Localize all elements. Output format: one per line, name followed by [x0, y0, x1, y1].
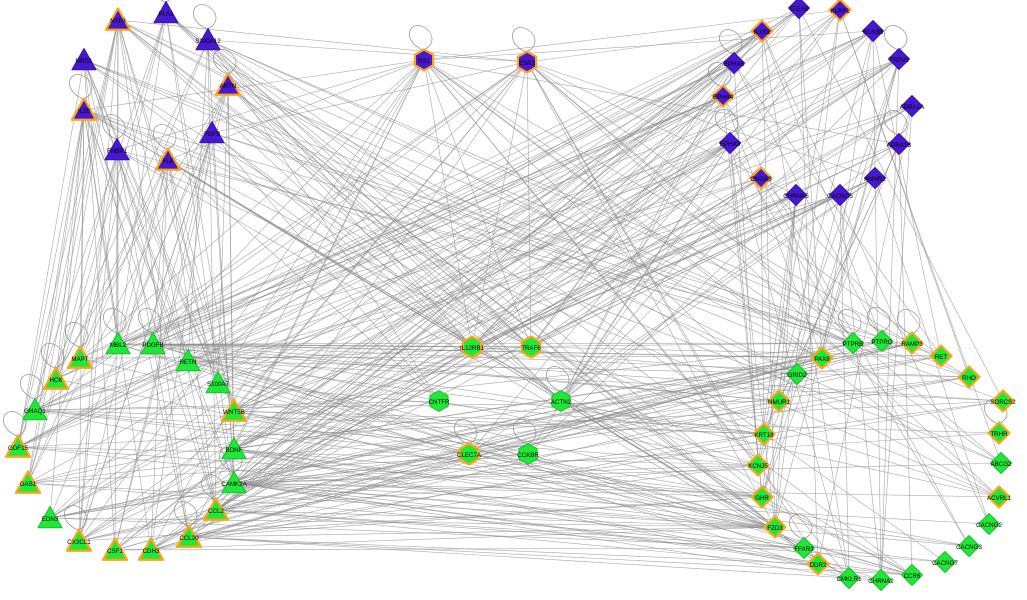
svg-text:CLEC7A: CLEC7A	[457, 452, 482, 459]
svg-text:TRHR: TRHR	[990, 431, 1008, 438]
svg-text:ITGA8: ITGA8	[790, 6, 808, 13]
svg-text:SORCS2: SORCS2	[990, 399, 1016, 406]
svg-text:IL1R2: IL1R2	[754, 29, 771, 36]
svg-text:BDNF: BDNF	[226, 447, 243, 454]
svg-text:GAS1: GAS1	[20, 481, 37, 488]
svg-text:CACNG2: CACNG2	[976, 522, 1002, 529]
svg-text:PLA1: PLA1	[158, 11, 174, 18]
svg-text:GNAQ1: GNAQ1	[24, 408, 46, 415]
svg-text:RET: RET	[935, 354, 948, 361]
svg-text:DDR2: DDR2	[810, 562, 827, 569]
svg-text:NRG1: NRG1	[75, 58, 93, 65]
svg-text:FLK: FLK	[162, 158, 174, 165]
svg-text:CACNG7: CACNG7	[932, 560, 958, 567]
svg-text:ESR2: ESR2	[519, 60, 536, 67]
svg-text:CNGA3: CNGA3	[750, 176, 772, 183]
svg-text:IL20: IL20	[78, 108, 91, 115]
svg-text:TRAF6: TRAF6	[521, 345, 541, 352]
svg-text:S100A12: S100A12	[195, 38, 221, 45]
svg-text:CAMK2A: CAMK2A	[221, 481, 247, 488]
svg-text:PAX8: PAX8	[814, 356, 830, 363]
svg-text:CCL2: CCL2	[208, 508, 224, 515]
svg-text:ADRA1A: ADRA1A	[900, 104, 926, 111]
svg-text:CCKBR: CCKBR	[517, 452, 539, 459]
svg-text:CHRNA2: CHRNA2	[868, 578, 894, 585]
svg-text:EDN3: EDN3	[42, 516, 59, 523]
svg-text:FFAR3: FFAR3	[794, 546, 814, 553]
svg-text:FZD3: FZD3	[767, 525, 783, 532]
svg-text:AMHR2: AMHR2	[864, 176, 886, 183]
svg-text:WNT5B: WNT5B	[223, 409, 245, 416]
svg-text:RS1: RS1	[418, 58, 431, 65]
svg-text:SCN3B: SCN3B	[863, 29, 884, 36]
svg-text:GDF15: GDF15	[8, 445, 29, 452]
svg-text:NMUR1: NMUR1	[768, 399, 791, 406]
svg-text:PDGFB: PDGFB	[142, 342, 163, 349]
svg-text:MAPT: MAPT	[71, 356, 88, 363]
svg-text:S100A7: S100A7	[207, 381, 230, 388]
svg-text:CMKLR1: CMKLR1	[836, 576, 862, 583]
svg-text:CX3CL1: CX3CL1	[67, 539, 91, 546]
svg-text:KCNJ5: KCNJ5	[748, 463, 768, 470]
svg-text:RETN: RETN	[180, 359, 197, 366]
svg-text:ACVRL1: ACVRL1	[987, 495, 1012, 502]
svg-text:RAMP3: RAMP3	[901, 341, 923, 348]
svg-text:CACNG5: CACNG5	[827, 193, 853, 200]
svg-text:GHR: GHR	[755, 495, 769, 502]
svg-text:EPHA3: EPHA3	[720, 141, 741, 148]
svg-text:PTPRQ: PTPRQ	[871, 339, 893, 346]
svg-text:CNTFR: CNTFR	[429, 399, 450, 406]
svg-text:EPHA5: EPHA5	[724, 61, 745, 68]
svg-text:CSF1: CSF1	[107, 548, 123, 555]
svg-text:RHO: RHO	[962, 375, 976, 382]
svg-text:GRID2: GRID2	[788, 372, 807, 379]
svg-text:PTPRB: PTPRB	[843, 341, 864, 348]
svg-text:MBL2: MBL2	[110, 342, 127, 349]
svg-text:FGF9: FGF9	[204, 131, 220, 138]
svg-text:ADRA1B: ADRA1B	[887, 142, 912, 149]
svg-text:CCR6: CCR6	[904, 573, 921, 580]
svg-text:IL12RB1: IL12RB1	[460, 345, 485, 352]
svg-text:ABCG2: ABCG2	[991, 461, 1013, 468]
svg-text:ARTN: ARTN	[220, 83, 237, 90]
svg-text:CACNG3: CACNG3	[956, 544, 982, 551]
svg-text:CHRNA5: CHRNA5	[783, 193, 809, 200]
svg-text:FNBP1: FNBP1	[107, 148, 128, 155]
svg-text:EPHA4: EPHA4	[713, 94, 734, 101]
svg-text:KLRF1: KLRF1	[830, 8, 850, 15]
svg-text:CCL20: CCL20	[179, 535, 199, 542]
svg-text:KRT18: KRT18	[754, 432, 774, 439]
svg-text:TRPV1: TRPV1	[889, 57, 910, 64]
svg-text:ACTN2: ACTN2	[551, 399, 572, 406]
svg-text:HCK: HCK	[49, 377, 63, 384]
svg-text:CDH3: CDH3	[143, 548, 160, 555]
svg-text:NTF3: NTF3	[110, 18, 126, 25]
